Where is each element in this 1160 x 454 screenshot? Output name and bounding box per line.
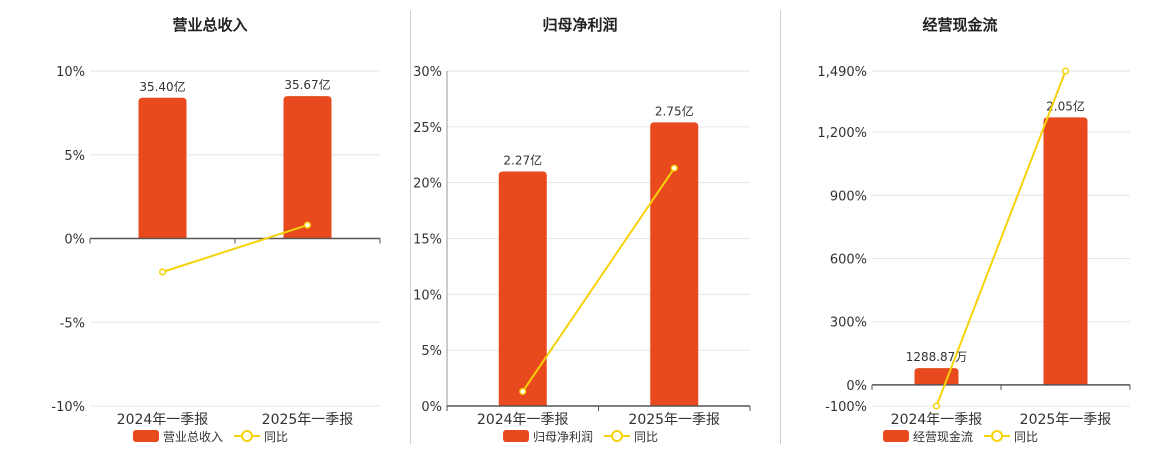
y-tick-label: 0% <box>846 379 867 394</box>
legend-line-label: 同比 <box>1014 430 1038 444</box>
chart-title: 经营现金流 <box>922 16 997 34</box>
bar-1 <box>498 171 547 406</box>
y-tick-label: -100% <box>825 400 867 415</box>
line-point-1 <box>932 402 941 410</box>
bar-data-label: 35.67亿 <box>284 77 330 92</box>
bar-data-label: 2.75亿 <box>655 103 694 118</box>
line-point-1 <box>158 268 167 276</box>
line-yoy <box>521 167 676 393</box>
legend-line-marker <box>241 430 253 442</box>
y-tick-label: 25% <box>413 121 442 136</box>
bar-data-label: 35.40亿 <box>139 79 185 94</box>
bar-data-label: 2.27亿 <box>503 153 542 168</box>
legend-bar-swatch <box>133 430 159 442</box>
legend-bar-swatch <box>503 430 529 442</box>
y-tick-label: 600% <box>830 253 867 268</box>
bar-1 <box>914 368 959 385</box>
bar-2 <box>283 96 332 239</box>
y-tick-label: 1,200% <box>817 126 867 141</box>
line-point-1 <box>519 387 527 396</box>
bar-2 <box>650 122 699 406</box>
line-point-2 <box>670 164 678 172</box>
x-category-label: 2025年一季报 <box>262 412 354 428</box>
legend-bar-label: 经营现金流 <box>913 429 973 444</box>
chart-panel-revenue: 营业总收入 10% 5% 0% -5% -10% 35.40亿 35.67亿 2024年一季报 2… <box>0 0 400 450</box>
x-category-label: 2024年一季报 <box>477 412 569 428</box>
chart-panel-cash-flow: 经营现金流 1,490% 1,200% 900% 600% 300% 0% -100% 1288… <box>780 0 1160 450</box>
legend-line-marker <box>991 430 1003 442</box>
legend-bar-label: 营业总收入 <box>163 430 223 444</box>
divider-2 <box>780 10 781 444</box>
chart-net-profit: 归母净利润 30% 25% 20% 15% 10% 5% 0% 2.27亿 2.75亿 2024年一… <box>413 16 751 444</box>
line-point-2 <box>303 221 312 229</box>
x-category-label: 2024年一季报 <box>117 412 209 428</box>
y-tick-label: 300% <box>830 316 867 331</box>
bar-1 <box>138 97 187 239</box>
bar-2 <box>1043 117 1088 385</box>
legend-line-label: 同比 <box>264 430 288 444</box>
y-tick-label: 0% <box>64 233 85 248</box>
divider-1 <box>410 10 411 444</box>
y-tick-label: -10% <box>51 400 85 415</box>
line-yoy <box>935 70 1067 407</box>
bar-data-label: 1288.87万 <box>906 350 968 364</box>
y-tick-label: 1,490% <box>817 65 867 80</box>
chart-panel-net-profit: 归母净利润 30% 25% 20% 15% 10% 5% 0% 2.27亿 2.75亿 2024年一… <box>400 0 780 450</box>
y-tick-label: 10% <box>56 65 85 80</box>
y-tick-label: 5% <box>64 149 85 164</box>
x-category-label: 2025年一季报 <box>628 412 720 428</box>
y-tick-label: -5% <box>60 316 85 331</box>
y-tick-label: 900% <box>830 189 867 204</box>
chart-title: 归母净利润 <box>542 16 617 34</box>
y-tick-label: 15% <box>413 233 442 248</box>
bar-data-label: 2.05亿 <box>1046 98 1085 113</box>
y-tick-label: 30% <box>413 65 442 80</box>
x-category-label: 2024年一季报 <box>891 412 983 428</box>
chart-revenue: 营业总收入 10% 5% 0% -5% -10% 35.40亿 35.67亿 2024年一季报 2… <box>51 16 381 444</box>
x-category-label: 2025年一季报 <box>1020 412 1112 428</box>
chart-title: 营业总收入 <box>172 16 247 34</box>
line-yoy <box>162 224 308 273</box>
legend-bar-label: 归母净利润 <box>533 430 593 444</box>
legend-bar-swatch <box>883 430 909 442</box>
y-tick-label: 20% <box>413 177 442 192</box>
chart-cash-flow: 经营现金流 1,490% 1,200% 900% 600% 300% 0% -100% 1288… <box>817 16 1131 444</box>
y-tick-label: 0% <box>421 400 442 415</box>
line-point-2 <box>1061 67 1070 75</box>
y-tick-label: 10% <box>413 288 442 303</box>
y-tick-label: 5% <box>421 344 442 359</box>
legend-line-marker <box>611 430 623 442</box>
legend-line-label: 同比 <box>634 430 658 444</box>
